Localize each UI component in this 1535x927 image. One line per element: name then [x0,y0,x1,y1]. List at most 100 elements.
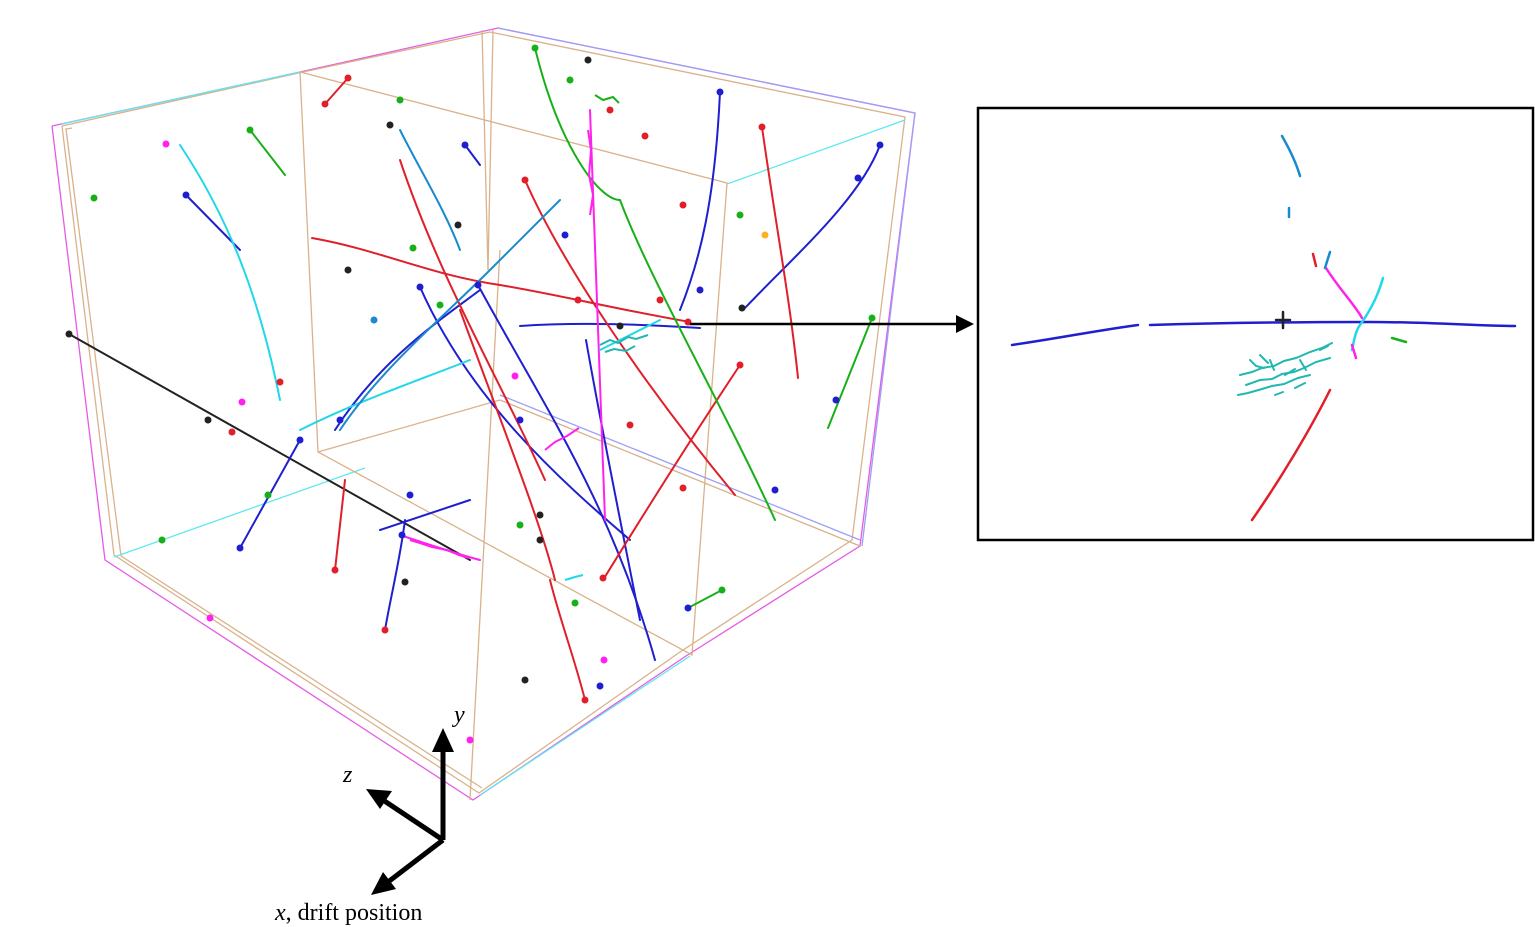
track-blue-1 [679,91,721,311]
blue-side-edge2 [499,394,861,541]
vertex-dot [616,322,624,330]
shower-cluster [544,427,580,451]
vertex-dot [684,318,692,326]
vertex-dot [536,536,544,544]
vertex-dot [771,486,779,494]
vertex-dot [370,316,378,324]
shower-cluster [599,334,649,353]
inset-track-blue-left [1010,323,1140,347]
vertex-dot [718,586,726,594]
track-green-1 [534,47,776,521]
inset-track-red-short [1311,252,1318,268]
track-magenta-1 [589,109,606,521]
vertex-dot [832,396,840,404]
x-axis-label-var: x [274,900,286,926]
inset-track-magenta [1324,266,1364,320]
vertex-dot [401,578,409,586]
vertex-dot [561,231,569,239]
shower-clusters [409,94,649,581]
vertex-dot [236,544,244,552]
track-blue-2 [744,144,881,309]
inner-plane-mid3 [481,29,489,271]
track-cyan-5 [599,319,661,351]
inner-plane-mid [469,249,501,801]
inset-shower-strand [1237,374,1311,396]
cyan-mid-edge [726,119,906,185]
vertex-dot [206,614,214,622]
vertex-dot [406,491,414,499]
vertex-dot [536,511,544,519]
x-axis-label: x, drift position [274,900,422,926]
vertex-dot [381,626,389,634]
vertex-dot [716,88,724,96]
vertex-dot [204,416,212,424]
blue-side-edge3 [861,112,916,547]
vertex-dot [182,191,190,199]
inset-shower [1237,342,1333,396]
inset-shower-strand [1249,359,1306,396]
vertex-dot [416,283,424,291]
vertex-dot [228,428,236,436]
x-axis-arrowhead [371,872,396,895]
coordinate-axes: y z x, drift position [274,702,465,926]
vertex-dot [566,76,574,84]
track-blue-6 [185,194,241,251]
inner-plane-mid2 [487,29,494,271]
vertex-dot [516,416,524,424]
vertex-dot [331,566,339,574]
vertex-dot [276,378,284,386]
z-axis-arrowhead [366,789,392,809]
vertex-dot [158,536,166,544]
vertex-dot [336,416,344,424]
track-blue-11 [464,144,481,166]
vertex-dot [264,491,272,499]
vertex-dot [162,140,170,148]
inset-track-black-cross [1274,310,1292,330]
cyan-bottom-edge-right [479,655,691,796]
track-red-1 [399,159,546,481]
vertex-dot [521,676,529,684]
track-cyan-2 [299,359,471,431]
vertex-dot [531,44,539,52]
vertex-dot [65,330,73,338]
track-red-2 [524,179,736,496]
inner-plane-diag [317,399,501,453]
blue-side-edge [497,27,916,114]
x-axis-label-rest: , drift position [286,900,423,926]
inner-anode-plane [299,71,728,657]
track-red-4 [761,126,799,379]
shower-cluster [594,94,620,104]
outer-volume-left-face-inner2 [65,127,483,789]
vertex-dot [474,281,482,289]
vertex-dots [65,44,884,744]
inset-track-red-long [1250,388,1332,522]
vertex-dot [574,296,582,304]
vertex-dot [344,266,352,274]
vertex-dot [600,656,608,664]
vertex-dot [398,531,406,539]
z-axis-label: z [342,762,353,788]
outer-volume-left-face [51,27,916,801]
track-blue-10 [334,289,481,431]
track-cyan-3 [399,129,461,251]
shower-cluster [564,574,584,581]
vertex-dot [516,521,524,529]
zoom-pointer-arrow [690,315,974,333]
track-blue-8 [379,499,471,531]
vertex-dot [238,398,246,406]
vertex-dot [596,682,604,690]
track-red-5 [459,309,556,581]
track-red-8 [549,579,586,701]
track-magenta-2 [399,534,481,561]
vertex-dot [581,696,589,704]
y-axis-arrowhead [432,728,454,752]
particle-tracks [68,47,881,701]
vertex-dot [684,604,692,612]
vertex-dot [511,372,519,380]
inset-track-magenta-small [1350,343,1358,360]
track-red-6 [334,479,346,571]
x-axis-arrow-shaft [386,838,445,884]
vertex-dot [736,361,744,369]
vertex-dot [461,141,469,149]
vertex-dot [344,74,352,82]
